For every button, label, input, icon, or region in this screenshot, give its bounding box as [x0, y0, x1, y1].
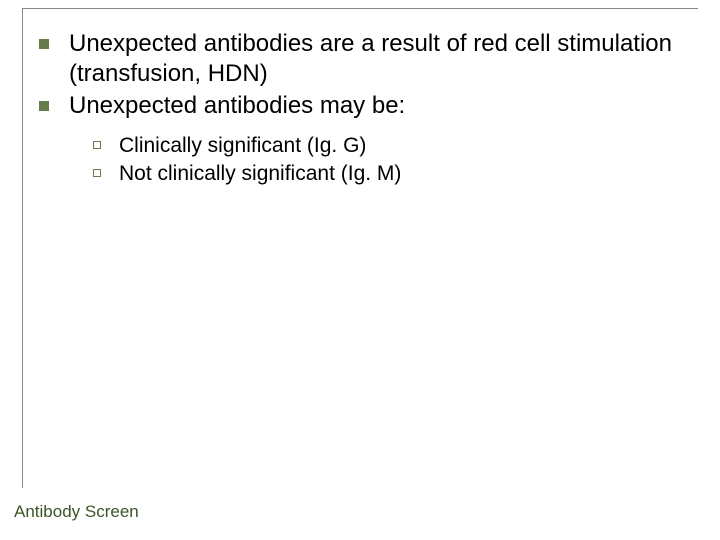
list-item: Clinically significant (Ig. G)	[93, 133, 688, 159]
square-bullet-icon	[39, 101, 49, 111]
list-item: Unexpected antibodies are a result of re…	[39, 29, 688, 89]
square-outline-bullet-icon	[93, 169, 101, 177]
bullet-text: Unexpected antibodies are a result of re…	[69, 29, 688, 89]
footer-title: Antibody Screen	[14, 502, 139, 522]
square-bullet-icon	[39, 39, 49, 49]
square-outline-bullet-icon	[93, 141, 101, 149]
bullet-text: Unexpected antibodies may be:	[69, 91, 405, 121]
content-box: Unexpected antibodies are a result of re…	[22, 8, 698, 488]
bullet-text: Clinically significant (Ig. G)	[119, 133, 366, 159]
bullet-text: Not clinically significant (Ig. M)	[119, 161, 401, 187]
list-item: Unexpected antibodies may be:	[39, 91, 688, 121]
sub-list: Clinically significant (Ig. G) Not clini…	[39, 133, 688, 188]
slide: Unexpected antibodies are a result of re…	[0, 0, 720, 540]
list-item: Not clinically significant (Ig. M)	[93, 161, 688, 187]
